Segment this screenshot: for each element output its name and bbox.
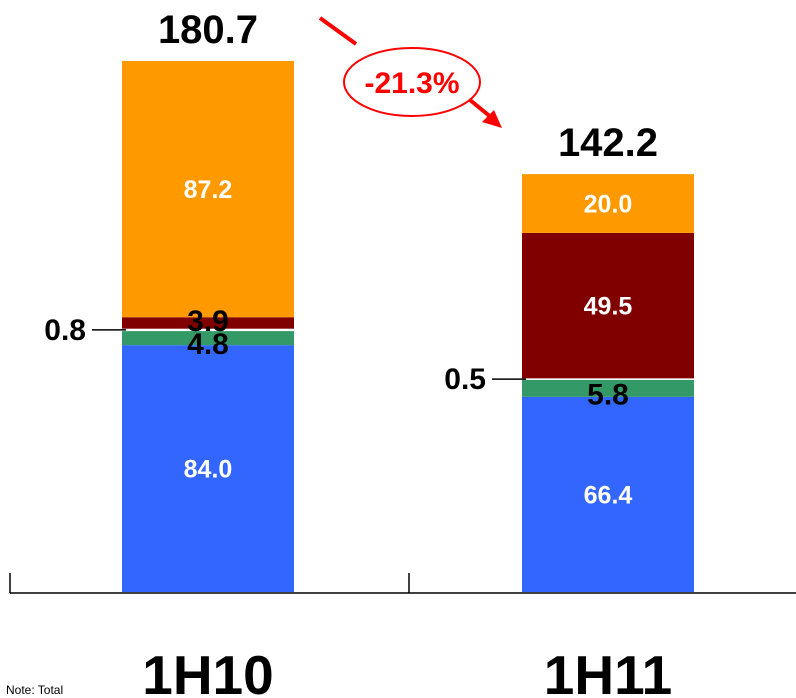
change-arrow-start (318, 16, 358, 46)
change-ellipse (343, 47, 481, 117)
bar-segment-1h11-s2 (522, 378, 694, 380)
change-annotation-layer: -21.3% (318, 16, 502, 128)
x-axis (9, 573, 796, 594)
bar-segment-1h11-s0 (522, 396, 694, 592)
bar-segment-1h11-s3 (522, 232, 694, 379)
total-label-1h11: 142.2 (558, 121, 658, 165)
change-arrow-head (482, 110, 502, 128)
data-label-1h11-s1: 5.8 (587, 378, 629, 411)
data-label-1h10-s1: 4.8 (187, 328, 229, 361)
bar-segment-1h10-s4 (122, 61, 294, 318)
bar-segment-1h10-s0 (122, 345, 294, 592)
bar-segment-1h11-s4 (522, 174, 694, 233)
bar-segment-1h10-s1 (122, 331, 294, 346)
total-label-1h10: 180.7 (158, 8, 258, 52)
data-label-1h11-s0: 66.4 (584, 481, 633, 509)
footnote: Note: Total (6, 683, 64, 697)
data-label-1h11-s3: 49.5 (584, 293, 633, 321)
change-label: -21.3% (364, 67, 459, 100)
category-label-1h10: 1H10 (142, 644, 273, 698)
bar-segment-1h10-s2 (122, 328, 294, 332)
data-label-1h11-s4: 20.0 (584, 191, 633, 219)
data-label-1h10-s0: 84.0 (184, 456, 233, 484)
data-label-1h11-s2: 0.5 (444, 363, 486, 396)
data-label-1h10-s2: 0.8 (44, 314, 86, 347)
bar-segment-1h11-s1 (522, 379, 694, 397)
change-arrow-shaft (468, 98, 494, 120)
data-label-1h10-s4: 87.2 (184, 176, 233, 204)
bar-segment-1h10-s3 (122, 317, 294, 329)
bars-layer (122, 61, 694, 592)
category-label-1h11: 1H11 (544, 644, 672, 698)
data-label-1h10-s3: 3.9 (187, 305, 229, 338)
labels-layer: 84.0 4.8 0.8 3.9 87.2 180.7 1H10 66.4 5.8 0.5 49.5… (44, 8, 672, 698)
